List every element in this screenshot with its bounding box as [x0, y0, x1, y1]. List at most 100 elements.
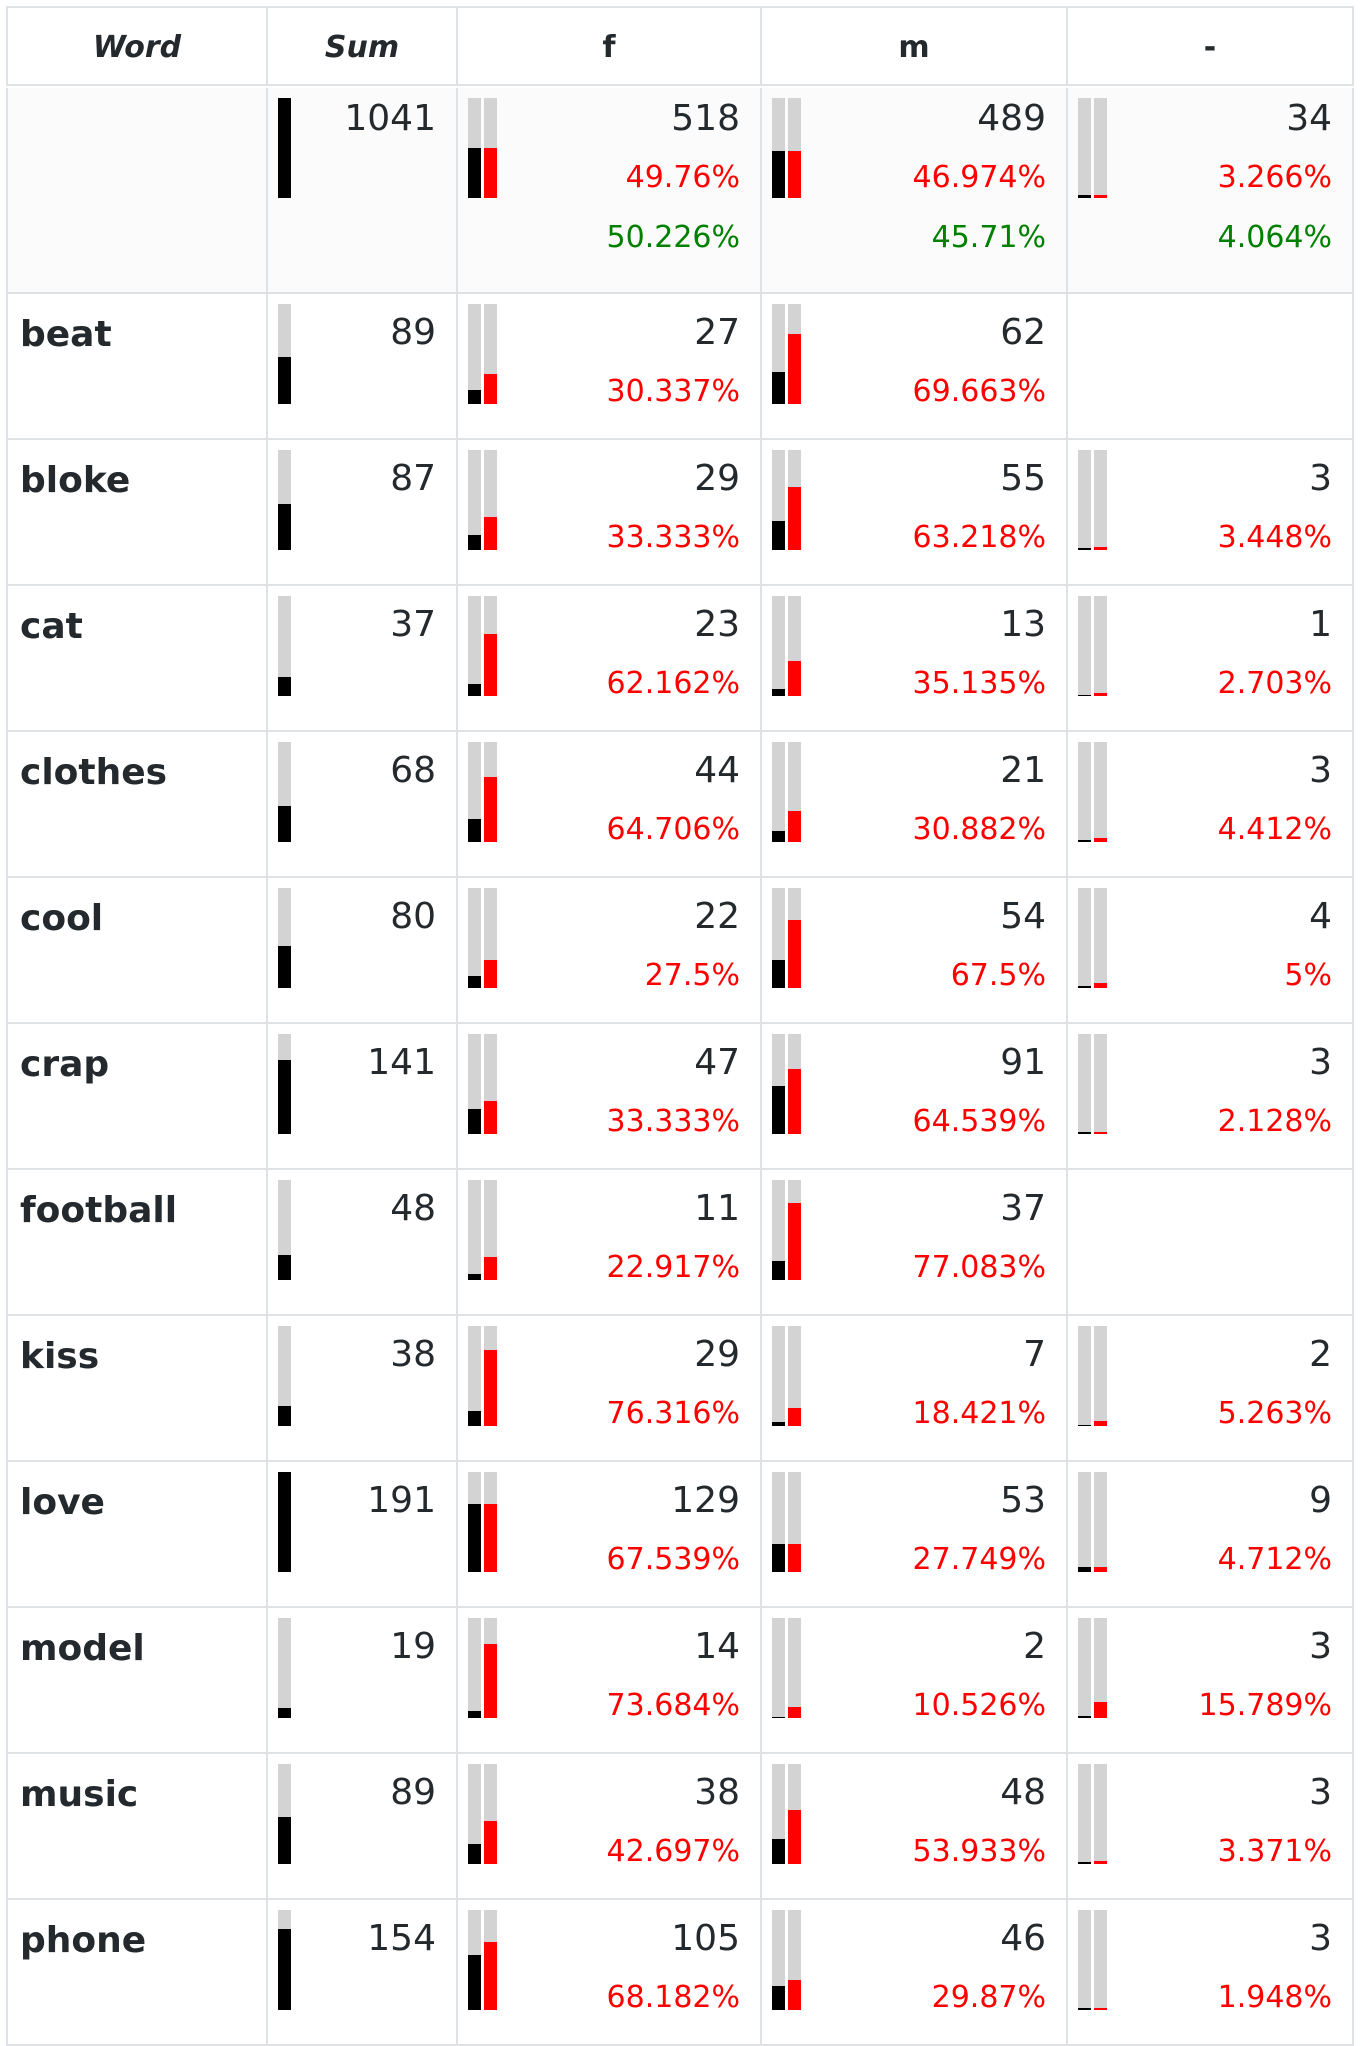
m-count: 53 [1000, 1480, 1046, 1521]
m-percent-bar-fill [788, 334, 801, 404]
word-cell[interactable]: model [6, 1608, 268, 1754]
table-row[interactable]: model 19 14 73.684% 2 10.526% 3 15.789% [6, 1608, 1354, 1754]
word-label: kiss [20, 1336, 100, 1377]
m-cell: 21 30.882% [760, 732, 1068, 878]
word-cell[interactable]: cat [6, 586, 268, 732]
sum-share-bar-fill [278, 1255, 291, 1280]
word-cell[interactable] [6, 88, 268, 294]
sum-share-bar [278, 1472, 291, 1572]
f-count: 11 [694, 1188, 740, 1229]
m-count: 489 [977, 98, 1046, 139]
dash-share-bar [1078, 1764, 1091, 1864]
sum-cell: 141 [266, 1024, 458, 1170]
column-header-sum[interactable]: Sum [266, 6, 458, 86]
f-percent-bar-fill [484, 517, 497, 550]
m-share-bar [772, 1472, 785, 1572]
dash-cell [1066, 294, 1354, 440]
m-percent-bar [788, 1764, 801, 1864]
sum-value: 68 [390, 750, 436, 791]
f-share-bar [468, 742, 481, 842]
table-row[interactable]: cat 37 23 62.162% 13 35.135% 1 2.703% [6, 586, 1354, 732]
sum-share-bar [278, 304, 291, 404]
f-share-bar [468, 450, 481, 550]
sum-value: 19 [390, 1626, 436, 1667]
dash-percent: 5.263% [1217, 1396, 1332, 1431]
m-percent-bar [788, 1034, 801, 1134]
word-label: bloke [20, 460, 131, 501]
dash-cell: 9 4.712% [1066, 1462, 1354, 1608]
m-share-bar-fill [772, 1422, 785, 1426]
dash-share-bar [1078, 888, 1091, 988]
f-cell: 14 73.684% [456, 1608, 762, 1754]
f-cell: 47 33.333% [456, 1024, 762, 1170]
word-cell[interactable]: love [6, 1462, 268, 1608]
word-cell[interactable]: clothes [6, 732, 268, 878]
word-cell[interactable]: phone [6, 1900, 268, 2046]
m-cell: 37 77.083% [760, 1170, 1068, 1316]
sum-cell: 48 [266, 1170, 458, 1316]
sum-cell: 87 [266, 440, 458, 586]
word-cell[interactable]: crap [6, 1024, 268, 1170]
m-percent: 67.5% [950, 958, 1046, 993]
dash-percent-bar-fill [1094, 1702, 1107, 1718]
dash-cell [1066, 1170, 1354, 1316]
f-expected-percent: 50.226% [606, 220, 740, 255]
column-header-word[interactable]: Word [6, 6, 268, 86]
table-row[interactable]: kiss 38 29 76.316% 7 18.421% 2 5.263% [6, 1316, 1354, 1462]
word-cell[interactable]: bloke [6, 440, 268, 586]
dash-share-bar-fill [1078, 840, 1091, 842]
f-share-bar [468, 304, 481, 404]
f-share-bar-fill [468, 1711, 481, 1718]
f-percent-bar [484, 450, 497, 550]
m-share-bar [772, 888, 785, 988]
dash-share-bar [1078, 1472, 1091, 1572]
column-header-dash[interactable]: - [1066, 6, 1354, 86]
f-share-bar-fill [468, 1844, 481, 1864]
sum-share-bar-fill [278, 946, 291, 988]
word-label: cool [20, 898, 104, 939]
word-cell[interactable]: beat [6, 294, 268, 440]
column-header-f[interactable]: f [456, 6, 762, 86]
dash-count: 3 [1309, 1626, 1332, 1667]
dash-percent-bar-fill [1094, 1861, 1107, 1864]
table-row[interactable]: football 48 11 22.917% 37 77.083% [6, 1170, 1354, 1316]
column-header-m[interactable]: m [760, 6, 1068, 86]
table-row[interactable]: cool 80 22 27.5% 54 67.5% 4 5% [6, 878, 1354, 1024]
dash-percent-bar [1094, 450, 1107, 550]
word-cell[interactable]: music [6, 1754, 268, 1900]
table-row[interactable]: love 191 129 67.539% 53 27.749% 9 4.712% [6, 1462, 1354, 1608]
dash-percent-bar [1094, 888, 1107, 988]
word-label: music [20, 1774, 139, 1815]
f-share-bar [468, 1180, 481, 1280]
dash-percent-bar [1094, 1034, 1107, 1134]
dash-share-bar [1078, 98, 1091, 198]
word-cell[interactable]: kiss [6, 1316, 268, 1462]
m-cell: 54 67.5% [760, 878, 1068, 1024]
m-percent: 35.135% [912, 666, 1046, 701]
m-share-bar-fill [772, 1261, 785, 1280]
dash-cell: 3 1.948% [1066, 1900, 1354, 2046]
m-share-bar [772, 1326, 785, 1426]
table-row[interactable]: music 89 38 42.697% 48 53.933% 3 3.371% [6, 1754, 1354, 1900]
table-row[interactable]: beat 89 27 30.337% 62 69.663% [6, 294, 1354, 440]
f-cell: 27 30.337% [456, 294, 762, 440]
dash-count: 4 [1309, 896, 1332, 937]
f-cell: 11 22.917% [456, 1170, 762, 1316]
table-row[interactable]: bloke 87 29 33.333% 55 63.218% 3 3.448% [6, 440, 1354, 586]
f-percent: 49.76% [625, 160, 740, 195]
dash-share-bar-fill [1078, 695, 1091, 696]
table-row[interactable]: clothes 68 44 64.706% 21 30.882% 3 4.412% [6, 732, 1354, 878]
dash-share-bar [1078, 1326, 1091, 1426]
dash-percent-bar-fill [1094, 195, 1107, 198]
table-row[interactable]: crap 141 47 33.333% 91 64.539% 3 2.128% [6, 1024, 1354, 1170]
m-percent-bar [788, 1472, 801, 1572]
f-cell: 518 49.76% 50.226% [456, 88, 762, 294]
f-percent-bar [484, 1326, 497, 1426]
word-cell[interactable]: cool [6, 878, 268, 1024]
word-cell[interactable]: football [6, 1170, 268, 1316]
f-share-bar-fill [468, 976, 481, 988]
sum-share-bar [278, 1034, 291, 1134]
sum-share-bar-fill [278, 1817, 291, 1864]
m-percent-bar [788, 1910, 801, 2010]
table-row[interactable]: phone 154 105 68.182% 46 29.87% 3 1.948% [6, 1900, 1354, 2046]
